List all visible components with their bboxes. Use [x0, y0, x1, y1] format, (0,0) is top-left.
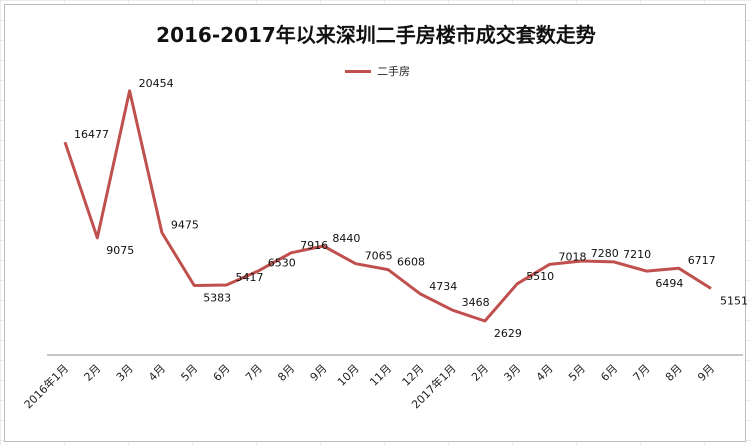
data-label: 7280 — [591, 247, 619, 260]
x-tick-label: 2016年1月 — [21, 361, 71, 411]
x-tick-label: 12月 — [400, 362, 427, 389]
x-tick-label: 4月 — [146, 362, 168, 384]
x-tick-label: 6月 — [598, 362, 620, 384]
data-label: 7210 — [623, 248, 651, 261]
data-label: 6717 — [688, 254, 716, 267]
data-label: 3468 — [462, 296, 490, 309]
x-tick-label: 9月 — [695, 362, 717, 384]
data-label: 5151 — [720, 295, 747, 308]
legend-label: 二手房 — [377, 65, 410, 78]
data-label: 8440 — [332, 232, 360, 245]
x-tick-label: 3月 — [501, 362, 523, 384]
data-label: 5383 — [203, 292, 231, 305]
data-label: 2629 — [494, 327, 522, 340]
legend: 二手房 — [345, 63, 410, 79]
x-tick-label: 2月 — [82, 362, 104, 384]
x-tick-label: 6月 — [211, 362, 233, 384]
data-label: 4734 — [429, 280, 457, 293]
data-label: 16477 — [74, 128, 109, 141]
series-line — [63, 89, 712, 323]
data-label: 7065 — [365, 250, 393, 263]
data-label: 7018 — [559, 250, 587, 263]
data-label: 5510 — [526, 270, 554, 283]
chart-title: 2016-2017年以来深圳二手房楼市成交套数走势 — [156, 23, 596, 47]
plot-area: 16477 9075 20454 9475 5383 5417 6530 7916 8440 70… — [21, 77, 747, 412]
x-tick-label: 5月 — [566, 362, 588, 384]
data-label: 6608 — [397, 256, 425, 269]
data-label: 7916 — [300, 239, 328, 252]
data-label: 20454 — [139, 77, 174, 90]
legend-swatch — [345, 69, 371, 73]
x-tick-label: 11月 — [367, 362, 394, 389]
data-label: 9075 — [106, 244, 134, 257]
x-tick-label: 10月 — [335, 362, 362, 389]
x-tick-label: 7月 — [243, 362, 265, 384]
chart-area[interactable]: 2016-2017年以来深圳二手房楼市成交套数走势 二手房 16477 9075 2… — [4, 4, 747, 442]
x-tick-label: 7月 — [631, 362, 653, 384]
data-label: 6494 — [655, 277, 683, 290]
data-label: 5417 — [236, 271, 264, 284]
x-tick-label: 8月 — [275, 362, 297, 384]
data-label: 6530 — [268, 257, 296, 270]
x-tick-label: 4月 — [534, 362, 556, 384]
x-tick-label: 9月 — [308, 362, 330, 384]
x-tick-label: 2月 — [469, 362, 491, 384]
x-tick-label: 8月 — [663, 362, 685, 384]
data-label: 9475 — [171, 219, 199, 232]
x-tick-label: 3月 — [114, 362, 136, 384]
x-tick-label: 5月 — [178, 362, 200, 384]
